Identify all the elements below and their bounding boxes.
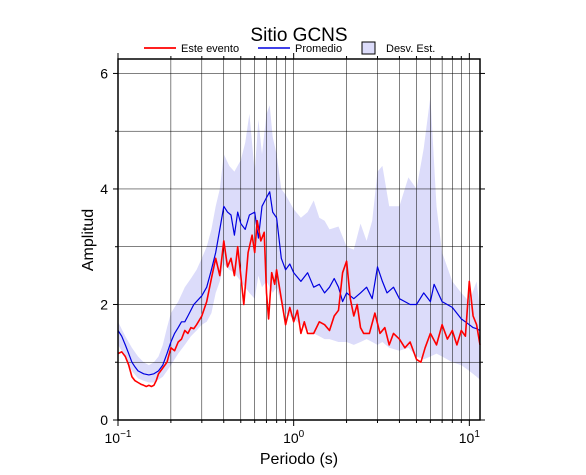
legend-mean-label: Promedio <box>295 43 342 55</box>
y-tick-label: 2 <box>100 296 108 312</box>
event-line <box>117 219 481 388</box>
chart-title: Sitio GCNS <box>250 25 347 46</box>
x-tick-label: 100 <box>283 429 305 446</box>
x-tick-label: 101 <box>459 429 481 446</box>
mean-line <box>117 191 481 376</box>
legend-std-label: Desv. Est. <box>386 43 435 55</box>
legend-std-swatch <box>361 41 376 55</box>
legend-event-label: Este evento <box>181 43 239 55</box>
plot-area <box>117 59 481 420</box>
std-band <box>118 96 480 383</box>
y-tick-label: 4 <box>100 181 108 197</box>
y-tick-label: 0 <box>100 412 108 428</box>
plot-frame <box>117 58 481 421</box>
legend: Este evento Promedio Desv. Est. <box>144 41 435 55</box>
y-axis-label: Amplitud <box>80 209 97 271</box>
x-tick-label: 10−1 <box>105 429 132 446</box>
y-tick-label: 6 <box>100 65 108 81</box>
axes: 0 2 4 6 10−1 100 101 <box>100 53 485 446</box>
x-axis-label: Periodo (s) <box>260 451 338 468</box>
